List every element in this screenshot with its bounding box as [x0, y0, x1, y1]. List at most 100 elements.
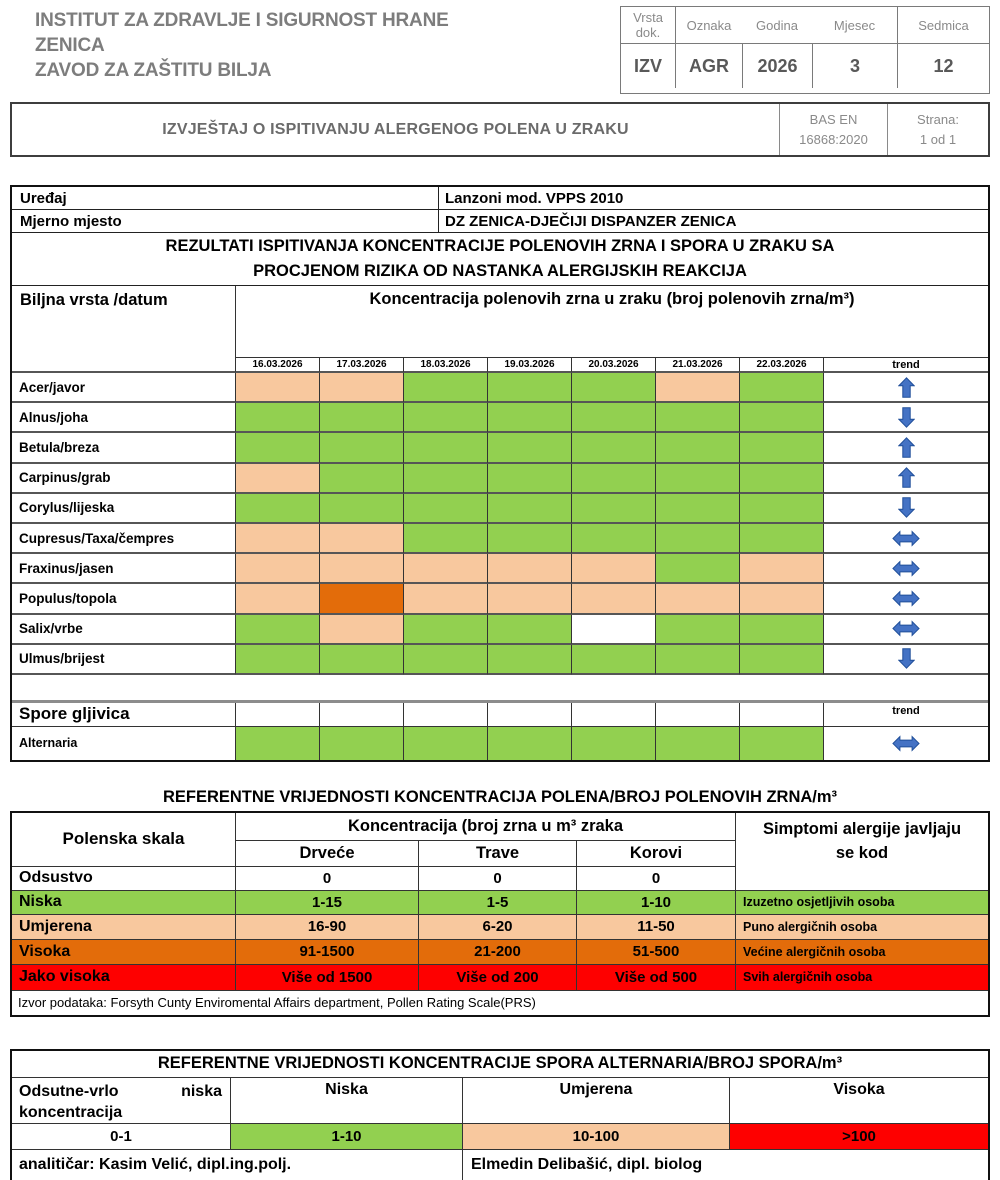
spacer-row — [12, 674, 988, 703]
date-header-4: 20.03.2026 — [572, 358, 656, 373]
concentration-cell-niska — [740, 373, 824, 404]
concentration-cell-niska — [236, 403, 320, 434]
page-indicator: Strana: 1 od 1 — [887, 104, 988, 155]
concentration-cell-umjerena — [488, 584, 572, 615]
symptoms-header: Simptomi alergije javljaju se kod — [736, 813, 988, 891]
concentration-cell-niska — [740, 433, 824, 464]
concentration-cell-niska — [656, 433, 740, 464]
date-header-0: 16.03.2026 — [236, 358, 320, 373]
concentration-cell-niska — [572, 403, 656, 434]
trend-both-icon — [824, 524, 988, 555]
spores-empty-cell — [740, 702, 824, 727]
spores-empty-cell — [488, 702, 572, 727]
date-header-1: 17.03.2026 — [320, 358, 404, 373]
concentration-column-header: Koncentracija (broj zrna u m³ zraka — [236, 812, 736, 841]
concentration-cell-umjerena — [236, 463, 320, 494]
org-line-1: INSTITUT ZA ZDRAVLJE I SIGURNOST HRANE — [35, 10, 449, 31]
concentration-cell-niska — [572, 644, 656, 675]
concentration-cell-niska — [656, 614, 740, 645]
concentration-cell-niska — [656, 403, 740, 434]
org-line-3: ZAVOD ZA ZAŠTITU BILJA — [35, 60, 272, 81]
concentration-cell-niska — [740, 463, 824, 494]
concentration-cell-niska — [740, 523, 824, 555]
concentration-cell-niska — [404, 523, 488, 555]
trend-down-icon — [824, 403, 988, 434]
concentration-cell-niska — [404, 644, 488, 675]
concentration-cell-niska — [488, 493, 572, 524]
concentration-cell-niska — [572, 433, 656, 464]
reference-pollen-title: REFERENTNE VRIJEDNOSTI KONCENTRACIJA POL… — [162, 787, 838, 806]
concentration-cell-niska — [236, 644, 320, 675]
concentration-cell-niska — [404, 433, 488, 464]
meta-value-godina: 2026 — [742, 44, 812, 88]
plant-name: Cupresus/Taxa/čempres — [12, 523, 236, 555]
concentration-cell-niska — [404, 373, 488, 404]
meta-value-row: IZV AGR 2026 3 12 — [621, 44, 989, 88]
site-row: Mjerno mjesto DZ ZENICA-DJEČIJI DISPANZE… — [12, 210, 988, 233]
symptom-text: Većine alergičnih osoba — [736, 939, 988, 965]
trend-both-icon — [824, 584, 988, 615]
scale-value: 16-90 — [236, 914, 419, 940]
standard-line-2: 16868:2020 — [799, 131, 868, 147]
reference-spores-title: REFERENTNE VRIJEDNOSTI KONCENTRACIJE SPO… — [12, 1051, 988, 1078]
concentration-cell-niska — [656, 644, 740, 675]
concentration-cell-niska — [404, 726, 488, 760]
pollen-grid: Biljna vrsta /datum Koncentracija polenov… — [12, 286, 988, 760]
concentration-cell-none — [572, 614, 656, 645]
meta-header-mjesec: Mjesec — [833, 17, 876, 33]
concentration-cell-niska — [488, 614, 572, 645]
concentration-cell-niska — [488, 433, 572, 464]
scale-value: 1-10 — [577, 890, 736, 915]
plant-species-column-header: Biljna vrsta /datum — [12, 286, 236, 373]
document-meta-table: Vrsta dok. Oznaka Godina Mjesec Sedmica … — [620, 6, 990, 94]
meta-header-oznaka: Oznaka — [675, 7, 742, 43]
spore-level-value: >100 — [730, 1123, 988, 1150]
date-header-3: 19.03.2026 — [488, 358, 572, 373]
concentration-cell-niska — [404, 403, 488, 434]
pollen-scale-header: Polenska skala — [12, 812, 236, 867]
trend-column-header: trend — [824, 358, 988, 373]
scale-value: 91-1500 — [236, 939, 419, 965]
meta-header-vrsta: Vrsta dok. — [633, 10, 663, 40]
scale-value: Više od 1500 — [236, 964, 419, 991]
trend-both-icon — [824, 554, 988, 585]
concentration-cell-umjerena — [572, 584, 656, 615]
device-row: Uređaj Lanzoni mod. VPPS 2010 — [12, 187, 988, 210]
concentration-cell-niska — [320, 644, 404, 675]
concentration-cell-niska — [572, 463, 656, 494]
concentration-cell-niska — [236, 433, 320, 464]
concentration-cell-umjerena — [488, 554, 572, 585]
standard-reference: BAS EN 16868:2020 — [779, 104, 887, 155]
concentration-cell-umjerena — [320, 373, 404, 404]
meta-header-row: Vrsta dok. Oznaka Godina Mjesec Sedmica — [621, 7, 989, 44]
report-title: IZVJEŠTAJ O ISPITIVANJU ALERGENOG POLENA… — [162, 120, 629, 138]
concentration-cell-umjerena — [320, 614, 404, 645]
concentration-cell-niska — [656, 493, 740, 524]
meta-value-mjesec: 3 — [812, 44, 897, 88]
scale-value: 6-20 — [419, 914, 577, 940]
results-heading: REZULTATI ISPITIVANJA KONCENTRACIJE POLE… — [12, 233, 988, 286]
meta-value-oznaka: AGR — [675, 44, 742, 88]
spore-name: Alternaria — [12, 726, 236, 760]
concentration-cell-umjerena — [320, 554, 404, 585]
spores-empty-cell — [656, 702, 740, 727]
concentration-cell-umjerena — [404, 584, 488, 615]
site-label: Mjerno mjesto — [12, 210, 439, 232]
organization-name: INSTITUT ZA ZDRAVLJE I SIGURNOST HRANE Z… — [35, 6, 449, 94]
concentration-cell-niska — [740, 614, 824, 645]
scale-row-label: Niska — [12, 890, 236, 915]
concentration-cell-umjerena — [656, 373, 740, 404]
concentration-cell-niska — [236, 493, 320, 524]
spores-empty-cell — [572, 702, 656, 727]
scale-value: 0 — [577, 866, 736, 891]
document-header: INSTITUT ZA ZDRAVLJE I SIGURNOST HRANE Z… — [0, 0, 1000, 94]
results-table: Uređaj Lanzoni mod. VPPS 2010 Mjerno mje… — [10, 185, 990, 762]
device-value: Lanzoni mod. VPPS 2010 — [445, 189, 624, 207]
trend-up-icon — [824, 373, 988, 404]
plant-name: Populus/topola — [12, 584, 236, 615]
results-heading-line-1: REZULTATI ISPITIVANJA KONCENTRACIJE POLE… — [165, 237, 835, 255]
concentration-cell-visoka — [320, 584, 404, 615]
trend-both-icon — [824, 727, 988, 760]
meta-value-sedmica: 12 — [897, 44, 989, 88]
